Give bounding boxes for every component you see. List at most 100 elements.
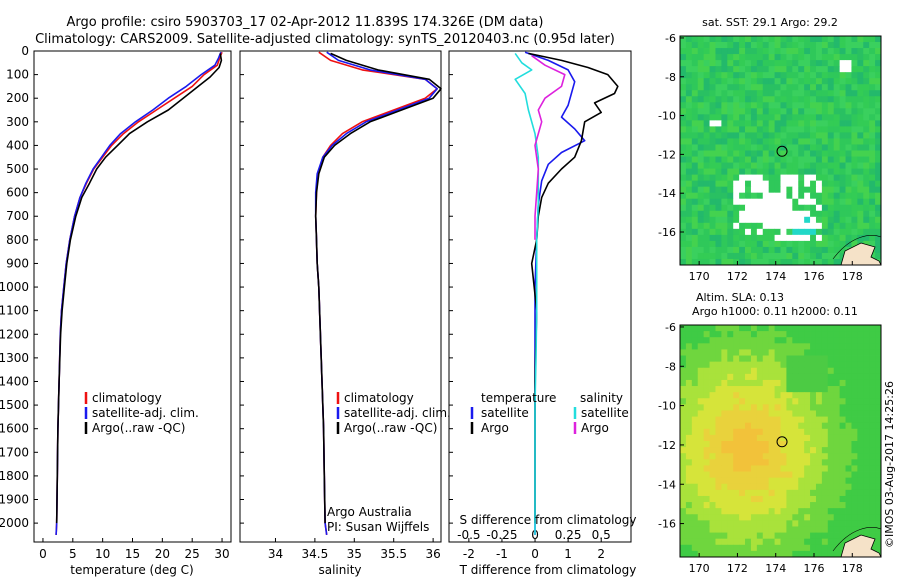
map-cell	[780, 114, 787, 121]
map-cell	[768, 90, 775, 97]
map-cell	[821, 520, 829, 527]
map-cell	[715, 349, 722, 356]
map-cell	[845, 36, 852, 43]
map-cell	[851, 447, 858, 454]
map-cell	[774, 471, 781, 479]
map-cell	[745, 216, 752, 224]
map-cell	[839, 120, 846, 127]
map-cell	[845, 114, 852, 121]
map-cell	[691, 234, 699, 242]
map-cell	[798, 66, 805, 73]
map-cell	[810, 114, 817, 121]
map-cell	[756, 114, 764, 121]
map-cell	[709, 168, 716, 176]
map-cell	[768, 379, 775, 387]
map-cell	[709, 416, 716, 424]
map-cell	[739, 192, 746, 200]
map-cell	[810, 72, 817, 79]
map-cell	[750, 379, 758, 387]
map-cell	[703, 126, 710, 133]
depth-tick-label: 800	[6, 233, 29, 247]
map-cell	[774, 66, 781, 73]
map-cell	[680, 532, 687, 540]
map-cell	[821, 483, 829, 491]
map-cell	[703, 102, 710, 109]
map-cell	[721, 246, 728, 254]
map-cell	[680, 441, 687, 448]
map-cell	[727, 258, 734, 266]
map-cell	[804, 544, 811, 552]
map-cell	[839, 54, 846, 61]
map-cell	[680, 222, 687, 230]
map-cell	[792, 168, 799, 176]
map-cell	[863, 489, 870, 497]
map-cell	[762, 410, 770, 417]
map-cell	[786, 495, 793, 503]
map-cell	[691, 222, 699, 230]
map-cell	[821, 502, 829, 509]
map-cell	[821, 120, 829, 127]
map-cell	[786, 526, 793, 533]
map-cell	[715, 174, 722, 182]
map-cell	[762, 349, 770, 356]
map-cell	[691, 246, 699, 254]
map-cell	[815, 186, 823, 194]
map-cell	[721, 132, 728, 139]
map-cell	[857, 198, 864, 206]
map-cell	[780, 192, 787, 200]
t-difference-axis: -2 -1 0 1 2	[463, 538, 605, 561]
map-cell	[703, 422, 710, 430]
lat-tick-label: -10	[658, 400, 676, 413]
map-cell	[745, 144, 752, 151]
map-cell	[792, 72, 799, 79]
map-cell	[845, 204, 852, 212]
map-cell	[786, 102, 793, 109]
map-cell	[792, 198, 799, 206]
series-line-satellite-adj-clim	[314, 51, 438, 536]
map-cell	[827, 192, 835, 200]
map-cell	[792, 132, 799, 139]
map-cell	[875, 532, 882, 540]
map-cell	[804, 508, 811, 515]
map-cell	[780, 489, 787, 497]
map-cell	[685, 102, 693, 109]
map-cell	[721, 477, 728, 485]
map-cell	[821, 48, 829, 55]
map-cell	[762, 367, 770, 375]
map-cell	[863, 495, 870, 503]
map-cell	[697, 477, 705, 485]
map-cell	[721, 156, 728, 163]
map-cell	[857, 343, 864, 350]
map-cell	[762, 198, 770, 206]
map-cell	[680, 54, 687, 61]
map-cell	[833, 234, 841, 242]
map-cell	[774, 36, 781, 43]
map-cell	[798, 489, 805, 497]
map-cell	[851, 78, 858, 85]
map-cell	[691, 398, 699, 405]
map-cell	[762, 96, 770, 103]
map-cell	[821, 78, 829, 85]
map-cell	[680, 325, 687, 332]
map-cell	[697, 447, 705, 454]
map-cell	[780, 343, 787, 350]
map-cell	[845, 489, 852, 497]
map-cell	[685, 204, 693, 212]
map-cell	[709, 422, 716, 430]
map-cell	[739, 477, 746, 485]
map-cell	[733, 465, 740, 472]
map-cell	[768, 228, 775, 236]
map-cell	[721, 162, 728, 169]
map-cell	[768, 48, 775, 55]
map-cell	[745, 180, 752, 188]
map-cell	[756, 162, 764, 169]
map-cell	[792, 96, 799, 103]
map-cell	[745, 114, 752, 121]
map-cell	[833, 337, 841, 344]
map-cell	[762, 246, 770, 254]
map-cell	[786, 416, 793, 424]
map-cell	[680, 514, 687, 521]
map-cell	[869, 477, 876, 485]
map-cell	[680, 180, 687, 188]
map-cell	[721, 398, 728, 405]
